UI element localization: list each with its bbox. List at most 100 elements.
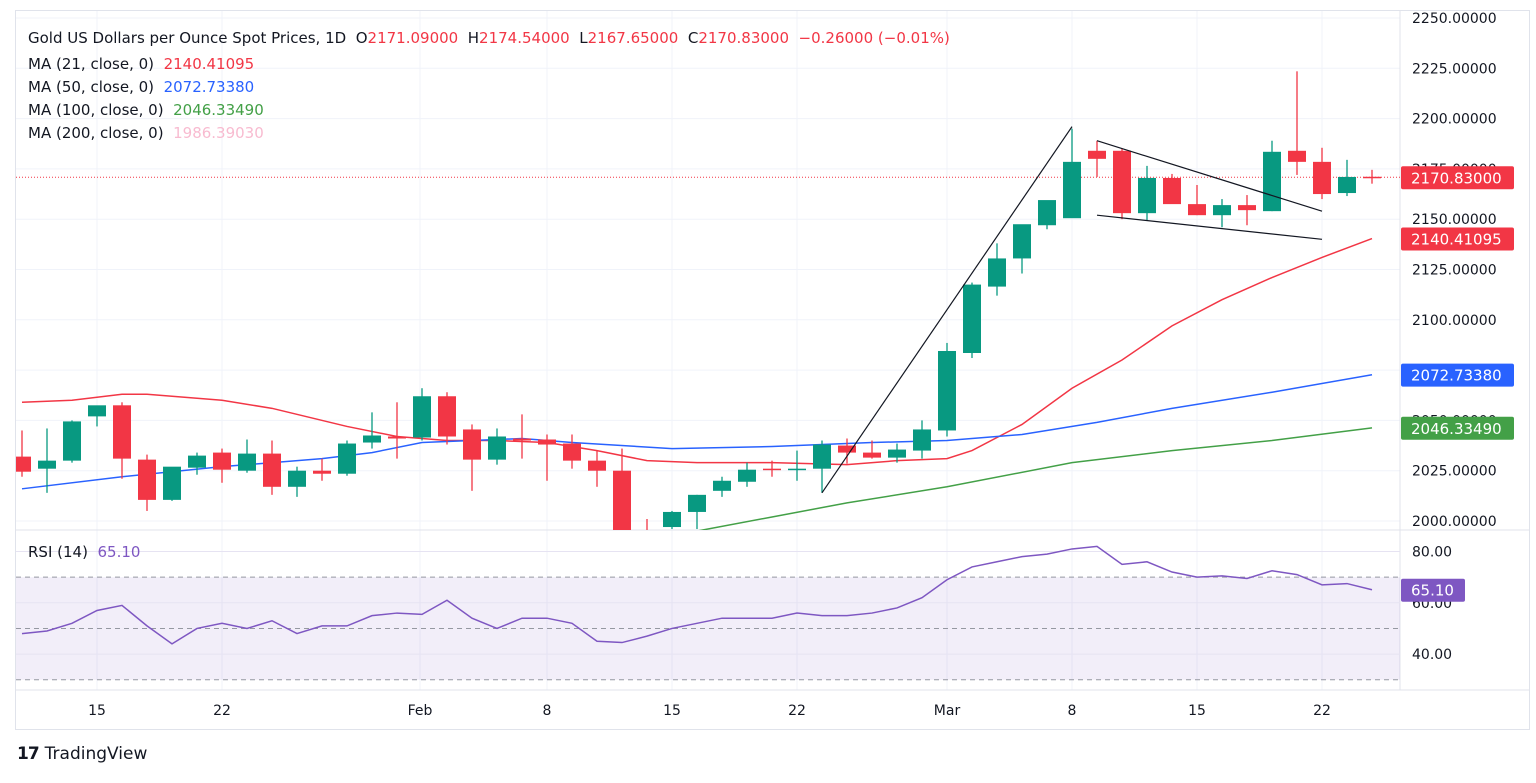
time-tick-label: Feb bbox=[408, 703, 433, 719]
candle[interactable] bbox=[1213, 199, 1231, 228]
candle[interactable] bbox=[688, 494, 706, 530]
candle-body bbox=[238, 453, 256, 471]
candle-body bbox=[263, 453, 281, 487]
candle[interactable] bbox=[1313, 147, 1331, 200]
candle[interactable] bbox=[213, 448, 231, 483]
candle[interactable] bbox=[563, 434, 581, 469]
low-value: 2167.65000 bbox=[587, 29, 679, 47]
candle[interactable] bbox=[1288, 71, 1306, 175]
moving-average-lines bbox=[16, 176, 1400, 530]
candle[interactable] bbox=[263, 440, 281, 495]
candle[interactable] bbox=[788, 450, 806, 481]
candle-body bbox=[463, 429, 481, 460]
candle[interactable] bbox=[163, 466, 181, 501]
candle[interactable] bbox=[113, 402, 131, 479]
candle-body bbox=[888, 449, 906, 458]
candle-body bbox=[788, 468, 806, 471]
candle-body bbox=[1063, 161, 1081, 219]
candle[interactable] bbox=[1188, 184, 1206, 216]
candle[interactable] bbox=[638, 518, 656, 553]
ma-100-legend[interactable]: MA (100, close, 0) 2046.33490 bbox=[28, 99, 264, 122]
candle[interactable] bbox=[713, 476, 731, 497]
trendlines bbox=[821, 126, 1323, 494]
candle[interactable] bbox=[763, 460, 781, 477]
candle[interactable] bbox=[1113, 148, 1131, 220]
candle[interactable] bbox=[388, 402, 406, 459]
time-tick-label: 15 bbox=[88, 703, 106, 719]
ma-21-legend[interactable]: MA (21, close, 0) 2140.41095 bbox=[28, 53, 264, 76]
candle[interactable] bbox=[463, 424, 481, 491]
candle[interactable] bbox=[1163, 173, 1181, 205]
candle-body bbox=[1263, 151, 1281, 212]
candle[interactable] bbox=[1238, 195, 1256, 226]
price-tick-label: 2150.00000 bbox=[1412, 212, 1497, 228]
candle-body bbox=[1113, 150, 1131, 214]
candle[interactable] bbox=[338, 440, 356, 476]
ma-200-legend[interactable]: MA (200, close, 0) 1986.39030 bbox=[28, 122, 264, 145]
ma-line-ma-50 bbox=[21, 373, 1373, 490]
candle[interactable] bbox=[238, 439, 256, 473]
candle[interactable] bbox=[738, 462, 756, 487]
candle-body bbox=[1313, 161, 1331, 195]
price-tick-label: 2025.00000 bbox=[1412, 464, 1497, 480]
price-badge-bg bbox=[1401, 227, 1514, 251]
candle[interactable] bbox=[588, 450, 606, 487]
candle[interactable] bbox=[488, 428, 506, 465]
candle[interactable] bbox=[438, 392, 456, 445]
rsi-legend[interactable]: RSI (14) 65.10 bbox=[28, 543, 140, 561]
candle[interactable] bbox=[1063, 128, 1081, 219]
time-tick-label: 15 bbox=[1188, 703, 1206, 719]
price-badge: 2170.83000 bbox=[1401, 166, 1514, 190]
candles bbox=[13, 71, 1381, 553]
candle[interactable] bbox=[363, 412, 381, 449]
ma-200-label: MA (200, close, 0) bbox=[28, 124, 164, 142]
price-axis: 2250.000002225.000002200.000002175.00000… bbox=[1412, 11, 1497, 663]
candle-body bbox=[813, 444, 831, 469]
candle[interactable] bbox=[1038, 200, 1056, 230]
candle[interactable] bbox=[38, 428, 56, 493]
candle[interactable] bbox=[1138, 165, 1156, 221]
candle[interactable] bbox=[88, 405, 106, 427]
candle[interactable] bbox=[1263, 140, 1281, 212]
rsi-badge-text: 65.10 bbox=[1411, 582, 1454, 600]
ma-50-legend[interactable]: MA (50, close, 0) 2072.73380 bbox=[28, 76, 264, 99]
candle[interactable] bbox=[988, 243, 1006, 296]
candle[interactable] bbox=[413, 388, 431, 441]
candle[interactable] bbox=[838, 438, 856, 464]
rsi-background bbox=[16, 551, 1400, 681]
candle[interactable] bbox=[188, 452, 206, 475]
candle[interactable] bbox=[863, 440, 881, 459]
candle[interactable] bbox=[1088, 140, 1106, 177]
candle[interactable] bbox=[1363, 169, 1381, 184]
time-tick-label: Mar bbox=[934, 703, 961, 719]
candle[interactable] bbox=[938, 342, 956, 437]
candle[interactable] bbox=[888, 443, 906, 463]
symbol-title: Gold US Dollars per Ounce Spot Prices, 1… bbox=[28, 29, 347, 47]
low-label: L bbox=[579, 29, 588, 47]
candle[interactable] bbox=[313, 458, 331, 481]
price-tick-label: 2250.00000 bbox=[1412, 11, 1497, 27]
price-badge-bg bbox=[1401, 363, 1514, 387]
candle[interactable] bbox=[663, 510, 681, 530]
candle[interactable] bbox=[613, 448, 631, 544]
candle[interactable] bbox=[1013, 224, 1031, 274]
candle[interactable] bbox=[813, 440, 831, 493]
candle[interactable] bbox=[963, 282, 981, 359]
candle[interactable] bbox=[138, 454, 156, 511]
candle[interactable] bbox=[513, 414, 531, 459]
candle[interactable] bbox=[913, 420, 931, 459]
candle[interactable] bbox=[63, 420, 81, 463]
candle[interactable] bbox=[288, 466, 306, 497]
time-tick-label: 8 bbox=[543, 703, 552, 719]
symbol-legend: Gold US Dollars per Ounce Spot Prices, 1… bbox=[28, 27, 950, 50]
rsi-line-path bbox=[21, 545, 1373, 645]
rsi-value: 65.10 bbox=[97, 543, 141, 561]
ma-line-ma-21 bbox=[21, 237, 1373, 466]
candle-body bbox=[913, 429, 931, 451]
candle[interactable] bbox=[538, 434, 556, 481]
candle[interactable] bbox=[13, 430, 31, 477]
price-badges: 2170.83000 2140.41095 2072.73380 2046.33490… bbox=[1401, 166, 1514, 602]
candle[interactable] bbox=[1338, 159, 1356, 197]
candle-body bbox=[88, 405, 106, 417]
